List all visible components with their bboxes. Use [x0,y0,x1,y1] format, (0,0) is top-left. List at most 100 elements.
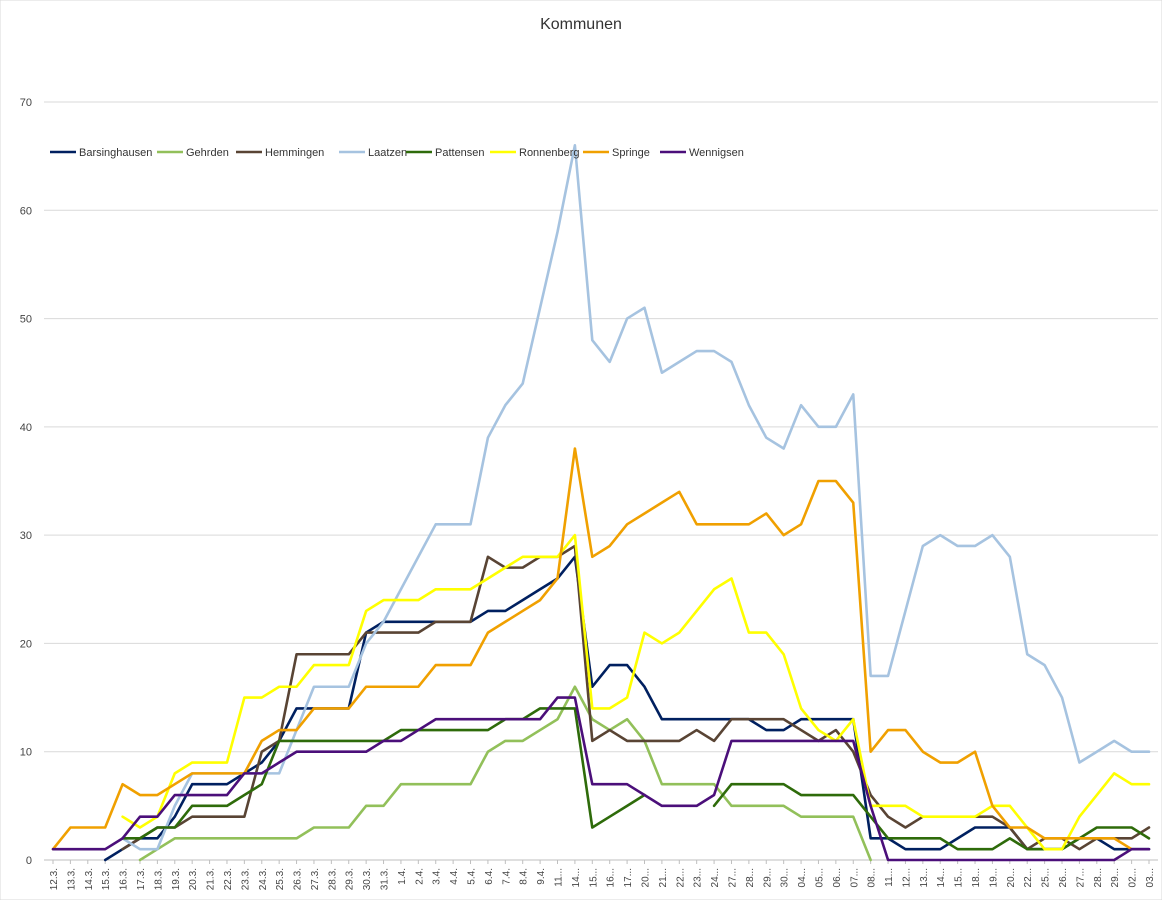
x-tick-label: 29.3. [345,868,356,890]
y-tick-label: 70 [20,97,32,109]
x-tick-label: 28... [745,868,756,887]
x-tick-label: 9.4. [536,868,547,885]
x-tick-label: 25... [1041,868,1052,887]
x-tick-label: 6.4. [484,868,495,885]
x-tick-label: 22... [1023,868,1034,887]
x-tick-label: 3.4. [432,868,443,885]
x-tick-label: 27.3. [310,868,321,890]
x-tick-label: 13.3. [66,868,77,890]
x-tick-label: 5.4. [467,868,478,885]
legend-label: Laatzen [368,147,407,159]
x-tick-label: 16... [606,868,617,887]
legend-item-ronnenberg: Ronnenberg [490,147,580,159]
x-tick-label: 23.3. [240,868,251,890]
legend-label: Hemmingen [265,147,324,159]
series-line-wennigsen [51,696,1151,862]
legend-item-springe: Springe [583,147,650,159]
x-tick-label: 12... [901,868,912,887]
x-tick-label: 22.3. [223,868,234,890]
legend: Barsinghausen Gehrden Hemmingen Laatzen Patt… [50,147,744,159]
x-tick-label: 31.3. [380,868,391,890]
x-tick-label: 02... [1128,868,1139,887]
x-tick-label: 05... [814,868,825,887]
x-tick-label: 20... [640,868,651,887]
y-tick-label: 20 [20,638,32,650]
x-tick-label: 29... [762,868,773,887]
y-tick-label: 40 [20,422,32,434]
x-tick-label: 17.3. [136,868,147,890]
x-tick-label: 11... [554,868,565,887]
legend-label: Barsinghausen [79,147,152,159]
x-tick-label: 20.3. [188,868,199,890]
series-line-ronnenberg [121,533,1151,851]
x-tick-label: 11... [884,868,895,887]
x-tick-label: 27... [727,868,738,887]
legend-label: Wennigsen [689,147,744,159]
x-tick-label: 07... [849,868,860,887]
legend-item-hemmingen: Hemmingen [236,147,324,159]
x-tick-label: 15... [954,868,965,887]
x-tick-label: 23... [693,868,704,887]
x-tick-label: 13... [919,868,930,887]
x-tick-label: 16.3. [119,868,130,890]
x-tick-label: 4.4. [449,868,460,885]
series-line-laatzen [121,144,1151,851]
x-tick-label: 20... [1006,868,1017,887]
x-tick-label: 15... [588,868,599,887]
x-tick-label: 18.3. [153,868,164,890]
legend-label: Gehrden [186,147,229,159]
legend-item-barsinghausen: Barsinghausen [50,147,152,159]
x-tick-label: 21... [658,868,669,887]
x-tick-label: 24.3. [258,868,269,890]
x-tick-label: 14... [571,868,582,887]
x-tick-label: 28... [1093,868,1104,887]
x-tick-label: 19.3. [171,868,182,890]
x-tick-label: 12.3. [49,868,60,890]
legend-item-wennigsen: Wennigsen [660,147,744,159]
x-tick-label: 30... [780,868,791,887]
x-tick-label: 17... [623,868,634,887]
legend-label: Pattensen [435,147,485,159]
x-tick-label: 26.3. [293,868,304,890]
x-tick-label: 28.3. [327,868,338,890]
x-tick-label: 19... [988,868,999,887]
x-tick-label: 14... [936,868,947,887]
x-tick-label: 18... [971,868,982,887]
series-line-springe [51,447,1133,851]
x-tick-label: 03... [1145,868,1156,887]
y-axis-ticks: 0 10 20 30 40 50 60 70 [20,97,32,867]
legend-item-gehrden: Gehrden [157,147,229,159]
y-tick-label: 0 [26,855,32,867]
y-tick-label: 60 [20,205,32,217]
x-tick-label: 29... [1110,868,1121,887]
x-tick-label: 26... [1058,868,1069,887]
x-tick-label: 15.3. [101,868,112,890]
legend-item-laatzen: Laatzen [339,147,407,159]
legend-item-pattensen: Pattensen [406,147,485,159]
x-tick-label: 06... [832,868,843,887]
x-tick-label: 27... [1075,868,1086,887]
x-tick-label: 22... [675,868,686,887]
chart-title: Kommunen [540,16,622,33]
x-tick-label: 04... [797,868,808,887]
x-tick-label: 8.4. [519,868,530,885]
x-tick-label: 25.3. [275,868,286,890]
x-tick-label: 2.4. [414,868,425,885]
x-tick-label: 24... [710,868,721,887]
x-tick-label: 21.3. [206,868,217,890]
x-tick-label: 1.4. [397,868,408,885]
series-line-gehrden [138,685,872,862]
x-axis-ticks: 12.3. 13.3. 14.3. 15.3. 16.3. 17.3. 18.3. 19.3.… [49,860,1156,890]
x-tick-label: 7.4. [501,868,512,885]
y-tick-label: 50 [20,314,32,326]
x-tick-label: 30.3. [362,868,373,890]
x-tick-label: 14.3. [84,868,95,890]
legend-label: Springe [612,147,650,159]
x-tick-label: 08... [867,868,878,887]
series-lines [51,144,1151,862]
legend-label: Ronnenberg [519,147,580,159]
y-tick-label: 10 [20,747,32,759]
y-tick-label: 30 [20,530,32,542]
